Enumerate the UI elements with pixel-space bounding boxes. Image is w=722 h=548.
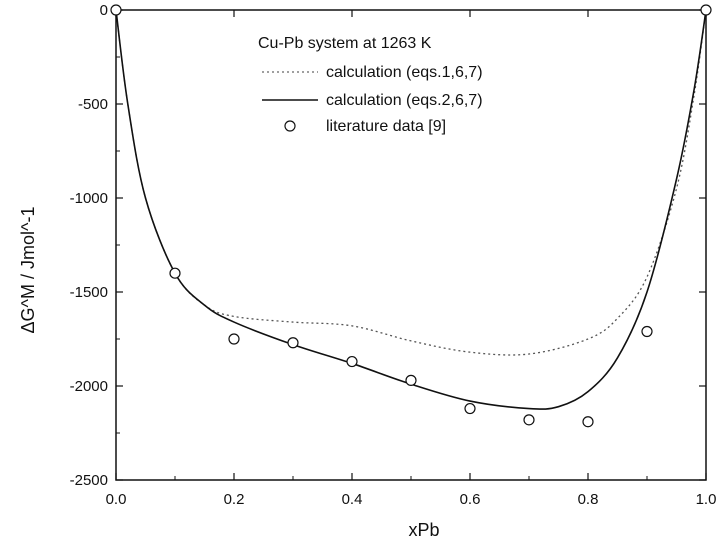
legend-label-literature: literature data [9]: [326, 118, 446, 135]
literature-data-point: [641, 325, 653, 338]
y-tick-label: -2000: [70, 378, 108, 395]
literature-data-point: [287, 337, 299, 349]
axis-ticks: 0.0 0.2 0.4 0.6 0.8 1.0 0 -500 -1000 -1500 -2000 -2…: [70, 2, 717, 508]
series-line-eqs-2-6-7: [115, 9, 707, 410]
x-tick-label: 0.6: [460, 491, 481, 508]
x-tick-label: 0.4: [342, 491, 363, 508]
x-tick-label: 1.0: [696, 491, 717, 508]
y-tick-label: 0: [100, 2, 108, 19]
legend-label-eqs-1-6-7: calculation (eqs.1,6,7): [326, 64, 483, 81]
literature-data-point: [228, 333, 240, 345]
literature-data-point: [700, 4, 712, 16]
legend-label-eqs-2-6-7: calculation (eqs.2,6,7): [326, 92, 483, 109]
x-tick-label: 0.0: [106, 491, 127, 508]
series-line-eqs-1-6-7: [115, 9, 707, 356]
literature-data-point: [523, 414, 535, 426]
legend: Cu-Pb system at 1263 K calculation (eqs.…: [258, 35, 483, 135]
x-tick-label: 0.2: [224, 491, 245, 508]
literature-data-point: [346, 355, 358, 368]
literature-data-point: [464, 402, 476, 415]
x-axis-title: xPb: [408, 520, 439, 540]
x-tick-label: 0.8: [578, 491, 599, 508]
y-tick-label: -500: [78, 96, 108, 113]
literature-data-point: [110, 4, 122, 16]
y-tick-label: -1500: [70, 284, 108, 301]
literature-data-point: [169, 267, 181, 279]
y-axis-title: ΔG^M / Jmol^-1: [18, 207, 38, 334]
legend-title: Cu-Pb system at 1263 K: [258, 35, 432, 52]
y-tick-label: -2500: [70, 472, 108, 489]
legend-marker-literature: [284, 120, 296, 132]
series-layer: [110, 4, 712, 428]
y-tick-label: -1000: [70, 190, 108, 207]
literature-data-point: [405, 374, 417, 386]
literature-data-point: [582, 416, 594, 428]
